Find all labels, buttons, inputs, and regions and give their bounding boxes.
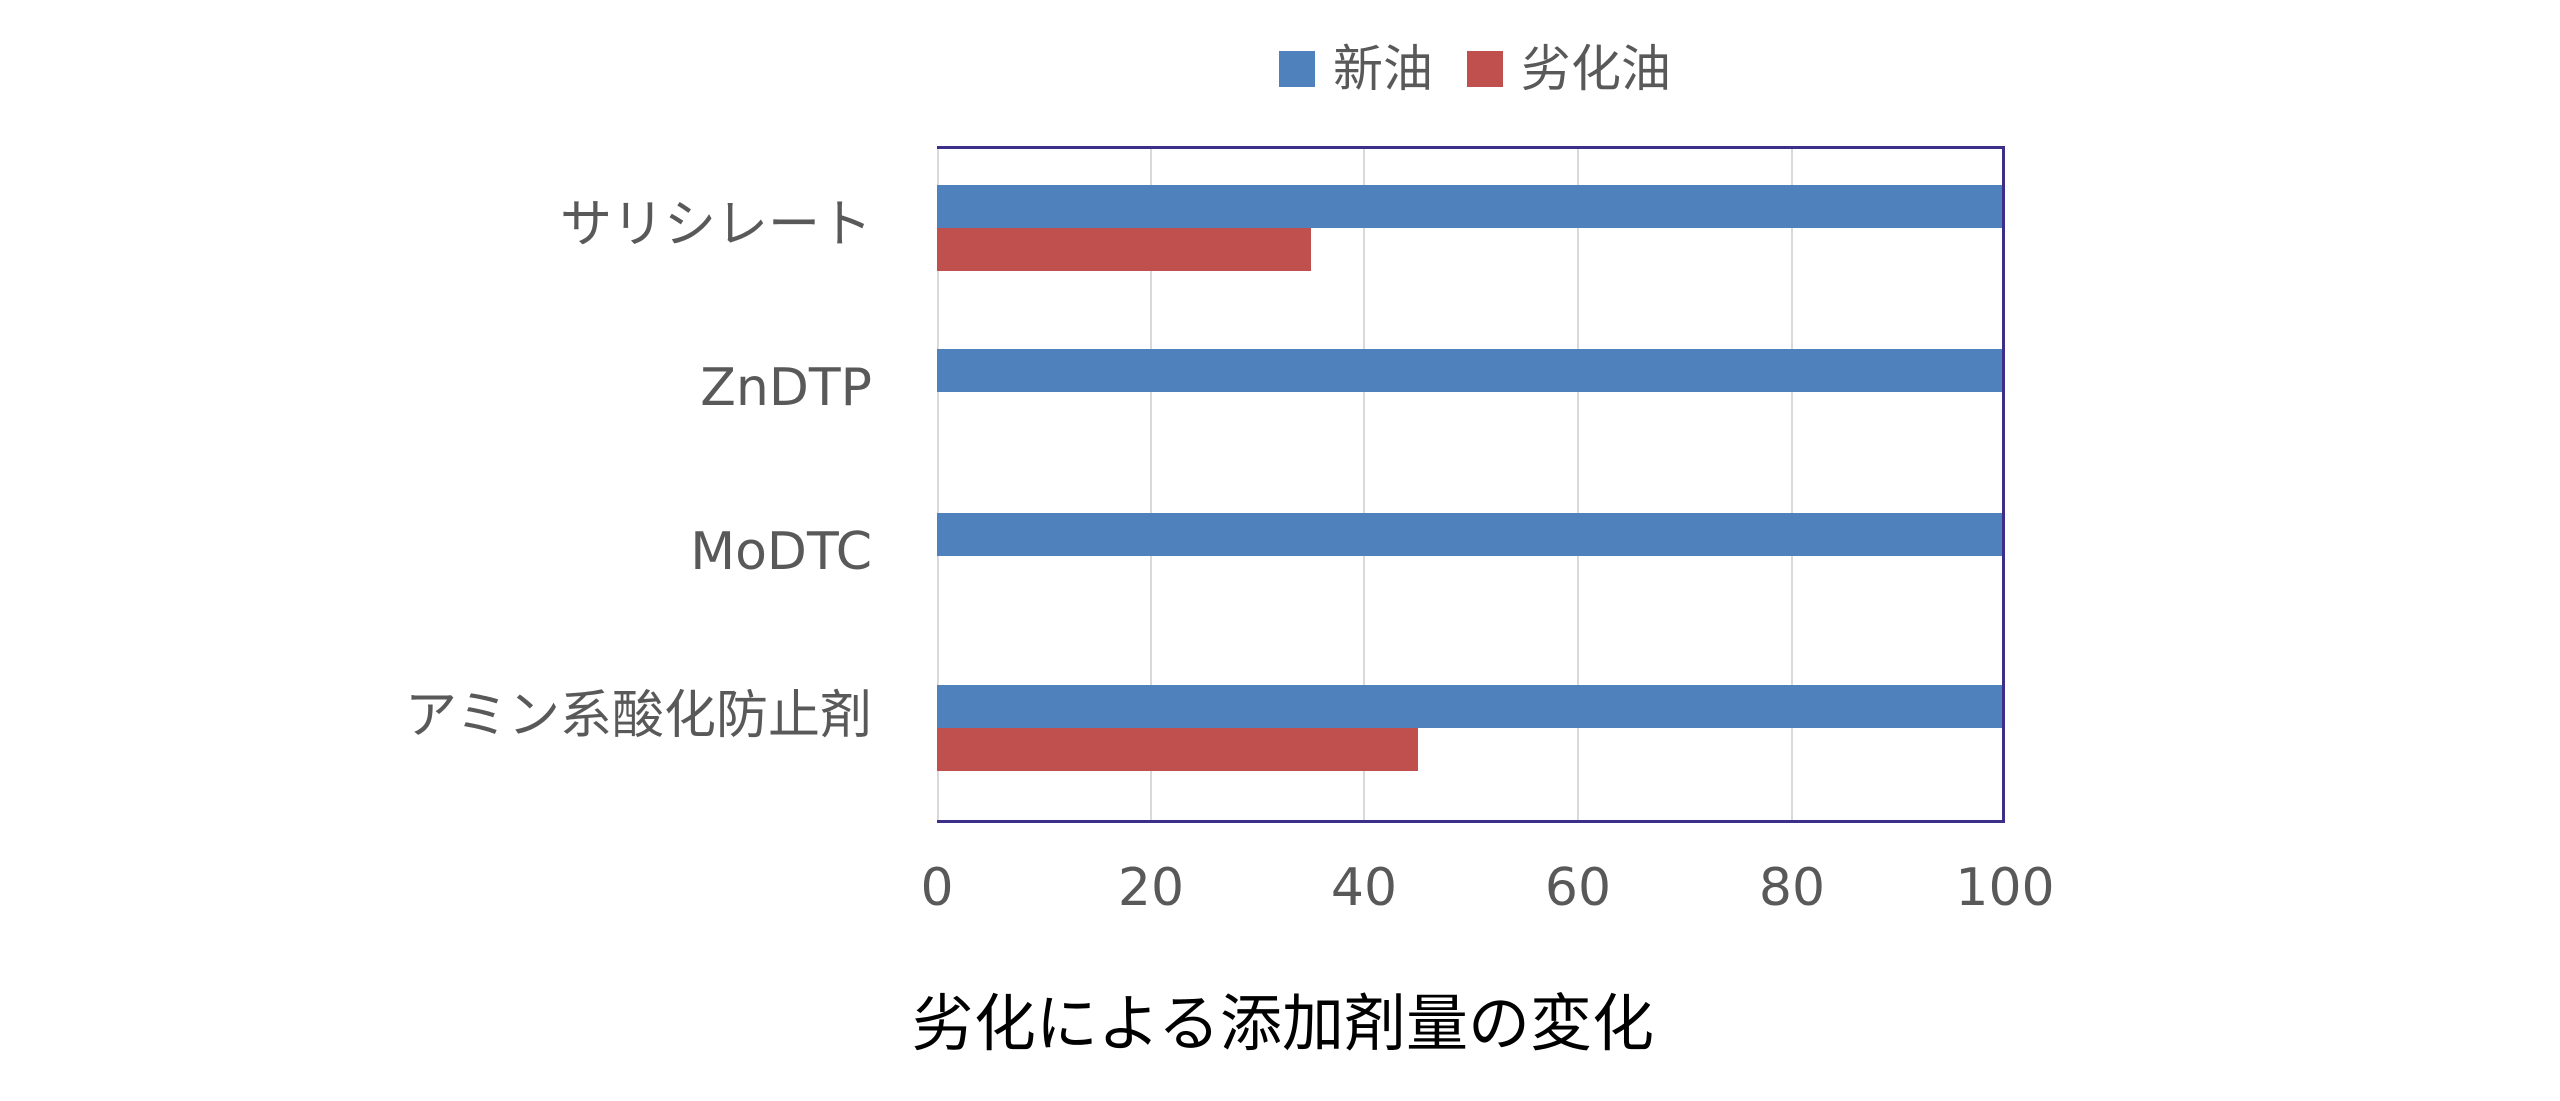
- gridline-20: [1150, 146, 1152, 823]
- bar-salicylate-degraded-oil[interactable]: [937, 228, 1311, 271]
- x-tick-100: 100: [1955, 858, 2055, 918]
- legend-swatch-blue-icon: [1279, 51, 1315, 87]
- x-tick-60: 60: [1544, 858, 1612, 918]
- gridline-60: [1577, 146, 1579, 823]
- x-tick-80: 80: [1758, 858, 1826, 918]
- plot-border-top: [937, 146, 2005, 149]
- bar-zndtp-new-oil[interactable]: [937, 349, 2005, 392]
- bar-amine-antioxidant-new-oil[interactable]: [937, 685, 2005, 728]
- plot-area: [937, 146, 2005, 823]
- category-label-salicylate: サリシレート: [559, 195, 872, 255]
- plot-border-right: [2002, 146, 2005, 823]
- gridline-80: [1791, 146, 1793, 823]
- x-tick-20: 20: [1117, 858, 1185, 918]
- legend-item-new-oil[interactable]: 新油: [1279, 40, 1433, 98]
- chart-caption: 劣化による添加剤量の変化: [911, 987, 1655, 1060]
- plot-border-bottom: [937, 820, 2005, 823]
- x-tick-40: 40: [1330, 858, 1398, 918]
- bar-modtc-new-oil[interactable]: [937, 513, 2005, 556]
- gridline-0: [937, 146, 939, 823]
- bar-amine-antioxidant-degraded-oil[interactable]: [937, 728, 1418, 771]
- category-label-amine-antioxidant: アミン系酸化防止剤: [405, 686, 872, 746]
- x-tick-0: 0: [920, 858, 954, 918]
- legend: 新油 劣化油: [1279, 40, 1705, 98]
- legend-swatch-red-icon: [1467, 51, 1503, 87]
- legend-label: 新油: [1333, 40, 1433, 98]
- category-label-zndtp: ZnDTP: [700, 358, 872, 418]
- bar-salicylate-new-oil[interactable]: [937, 185, 2005, 228]
- legend-item-degraded-oil[interactable]: 劣化油: [1467, 40, 1671, 98]
- legend-label: 劣化油: [1521, 40, 1671, 98]
- category-label-modtc: MoDTC: [690, 522, 872, 582]
- gridline-40: [1363, 146, 1365, 823]
